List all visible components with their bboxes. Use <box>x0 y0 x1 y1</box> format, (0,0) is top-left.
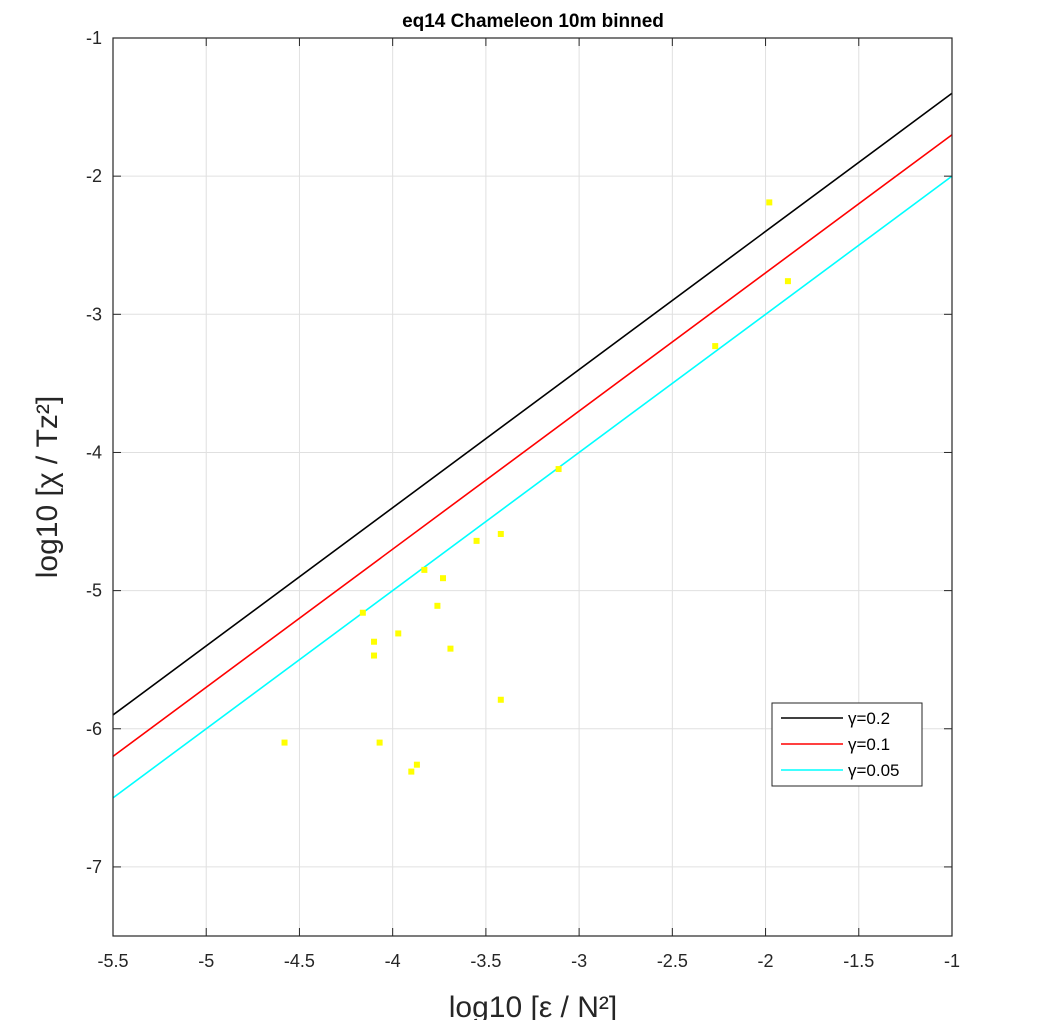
scatter-point <box>408 768 415 775</box>
scatter-point <box>555 466 562 473</box>
y-tick-label: -7 <box>86 857 102 877</box>
x-tick-label: -1.5 <box>843 951 874 971</box>
legend-label-1: γ=0.1 <box>848 735 890 754</box>
scatter-point <box>281 739 288 746</box>
scatter-point <box>784 278 791 285</box>
scatter-points <box>281 199 791 775</box>
x-tick-label: -1 <box>944 951 960 971</box>
x-axis-label: log10 [ε / N²] <box>449 991 617 1020</box>
scatter-point <box>359 609 366 616</box>
x-tick-label: -2 <box>758 951 774 971</box>
x-tick-label: -2.5 <box>657 951 688 971</box>
legend-label-0: γ=0.2 <box>848 709 890 728</box>
y-tick-labels: -7 -6 -5 -4 -3 -2 -1 <box>86 28 102 877</box>
legend-label-2: γ=0.05 <box>848 761 900 780</box>
scatter-point <box>440 575 447 582</box>
chart-title: eq14 Chameleon 10m binned <box>402 11 664 32</box>
scatter-point <box>497 530 504 537</box>
scatter-point <box>497 696 504 703</box>
scatter-point <box>434 602 441 609</box>
y-tick-label: -2 <box>86 166 102 186</box>
scatter-point <box>447 645 454 652</box>
scatter-point <box>371 652 378 659</box>
scatter-point <box>413 761 420 768</box>
y-tick-label: -1 <box>86 28 102 48</box>
scatter-point <box>473 537 480 544</box>
scatter-point <box>395 630 402 637</box>
plot-frame <box>112 37 953 937</box>
y-tick-label: -6 <box>86 719 102 739</box>
scatter-point <box>421 566 428 573</box>
series-lines <box>112 92 953 799</box>
x-tick-label: -3 <box>571 951 587 971</box>
series-line-0 <box>112 92 953 716</box>
y-tick-label: -5 <box>86 581 102 601</box>
x-tick-label: -4.5 <box>284 951 315 971</box>
x-tick-labels: -5.5 -5 -4.5 -4 -3.5 -3 -2.5 -2 -1.5 -1 <box>97 951 960 971</box>
scatter-point <box>712 343 719 350</box>
scatter-point <box>376 739 383 746</box>
y-tick-label: -3 <box>86 304 102 324</box>
scatter-point <box>371 638 378 645</box>
y-axis-label: log10 [χ / Tz²] <box>31 396 64 578</box>
legend: γ=0.2 γ=0.1 γ=0.05 <box>771 702 923 787</box>
scatter-point <box>766 199 773 206</box>
x-tick-label: -3.5 <box>470 951 501 971</box>
series-line-2 <box>112 175 953 799</box>
legend-entries: γ=0.2 γ=0.1 γ=0.05 <box>781 709 900 780</box>
x-tick-label: -4 <box>385 951 401 971</box>
axis-ticks <box>112 37 953 936</box>
y-tick-label: -4 <box>86 442 102 462</box>
series-line-1 <box>112 134 953 758</box>
x-tick-label: -5 <box>198 951 214 971</box>
x-tick-label: -5.5 <box>97 951 128 971</box>
